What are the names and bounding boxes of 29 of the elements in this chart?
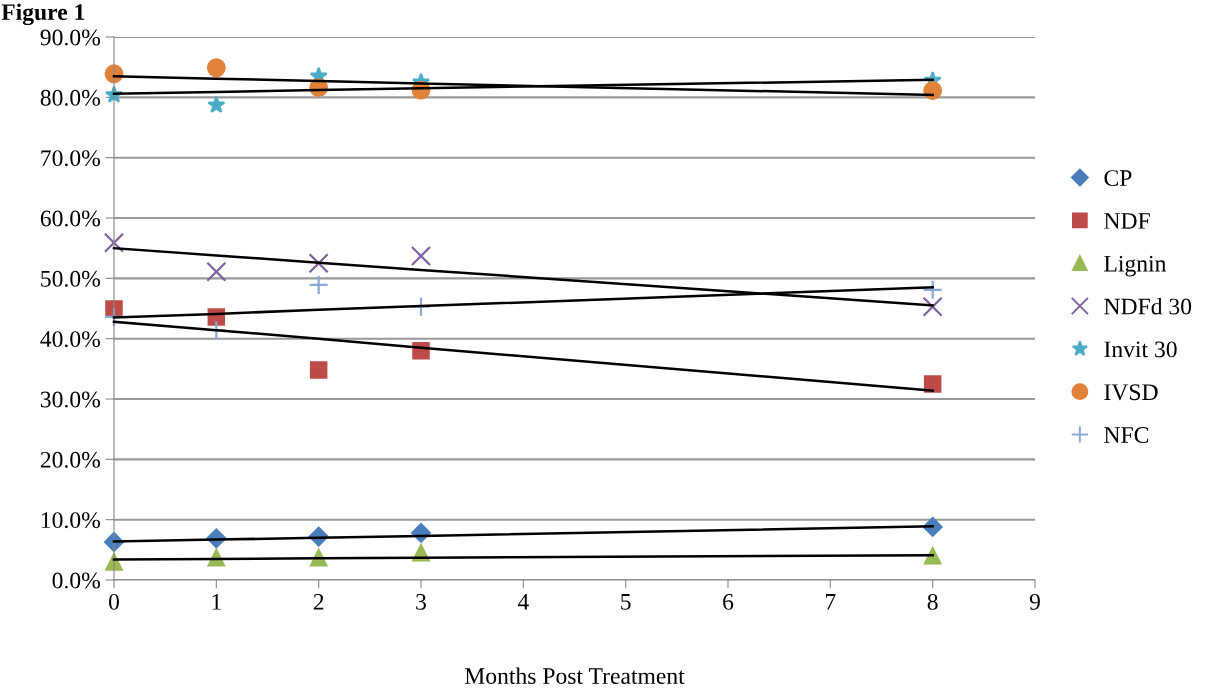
caption: Figure 1 — [1, 3, 85, 26]
legend-label: CP — [1104, 170, 1132, 187]
y-tick-label: 70.0% — [41, 150, 100, 167]
y-tick-label: 10.0% — [41, 512, 100, 529]
x-tick-label: 8 — [927, 593, 938, 610]
y-tick-label: 50.0% — [41, 270, 100, 287]
y-tick-label: 40.0% — [40, 331, 100, 348]
legend-label: NFC — [1104, 427, 1149, 443]
x-tick-label: 1 — [212, 593, 221, 610]
x-tick-label: 9 — [1029, 593, 1040, 610]
legend-label: Invit 30 — [1104, 341, 1177, 358]
legend-label: NDF — [1104, 213, 1150, 229]
legend-label: Lignin — [1104, 255, 1167, 277]
y-tick-label: 60.0% — [40, 210, 100, 227]
x-tick-label: 4 — [517, 594, 529, 610]
x-tick-label: 3 — [416, 593, 426, 610]
y-tick-label: 20.0% — [40, 451, 100, 468]
x-axis-title: Months Post Treatment — [464, 667, 685, 684]
y-tick-label: 30.0% — [40, 391, 100, 408]
x-tick-label: 2 — [313, 593, 324, 610]
y-tick-label: 90.0% — [40, 29, 100, 46]
x-tick-label: 7 — [825, 594, 836, 610]
legend-label: IVSD — [1104, 384, 1158, 401]
y-tick-label: 80.0% — [40, 89, 100, 106]
legend-label: NDFd 30 — [1104, 297, 1192, 315]
x-tick-label: 6 — [723, 593, 734, 610]
x-tick-label: 5 — [621, 594, 631, 610]
x-tick-label: 0 — [109, 593, 119, 610]
y-tick-label: 0.0% — [52, 572, 100, 589]
